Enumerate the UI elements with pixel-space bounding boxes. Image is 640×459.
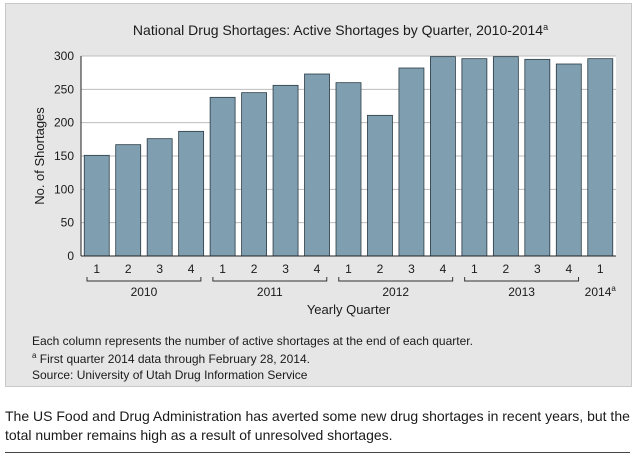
- y-tick-label: 0: [67, 249, 74, 263]
- x-tick-label: 2: [377, 262, 384, 276]
- x-tick-label: 1: [345, 262, 352, 276]
- bar: [178, 130, 205, 257]
- bar: [209, 96, 236, 257]
- year-bracket: [338, 277, 454, 282]
- bar: [304, 73, 330, 257]
- x-tick-label: 3: [156, 262, 163, 276]
- bar: [367, 114, 393, 257]
- year-label-superscript: a: [611, 284, 616, 293]
- x-tick-label: 1: [471, 262, 478, 276]
- x-tick-label: 1: [597, 262, 604, 276]
- y-tick-label: 200: [54, 116, 74, 130]
- bar: [555, 63, 582, 257]
- bar: [430, 56, 456, 257]
- bar: [524, 58, 551, 257]
- y-tick-label: 50: [61, 216, 75, 230]
- y-axis-label: No. of Shortages: [32, 107, 47, 205]
- year-bracket: [464, 277, 580, 282]
- bar: [461, 58, 488, 257]
- footnote-line-1: Each column represents the number of act…: [32, 334, 473, 348]
- year-label: 2013: [508, 285, 535, 299]
- year-bracket: [86, 277, 202, 282]
- y-tick-label: 150: [54, 149, 74, 163]
- chart-title-superscript: a: [543, 22, 548, 32]
- figure-caption: The US Food and Drug Administration has …: [5, 408, 630, 443]
- x-tick-label: 3: [408, 262, 415, 276]
- x-tick-label: 4: [440, 262, 447, 276]
- bar: [241, 92, 267, 257]
- year-label: 2014a: [585, 284, 617, 299]
- x-tick-label: 1: [219, 262, 226, 276]
- bar: [146, 138, 173, 257]
- chart-title: National Drug Shortages: Active Shortage…: [133, 22, 548, 38]
- y-tick-label: 250: [54, 82, 74, 96]
- bar: [272, 84, 299, 257]
- x-axis-label: Yearly Quarter: [307, 302, 391, 317]
- x-tick-label: 2: [503, 262, 510, 276]
- x-tick-label: 1: [93, 262, 100, 276]
- footnote-text: First quarter 2014 data through February…: [36, 352, 310, 366]
- footnote-marker: a: [32, 351, 37, 360]
- x-tick-label: 3: [534, 262, 541, 276]
- x-tick-label: 4: [565, 262, 572, 276]
- x-tick-label: 4: [188, 262, 195, 276]
- x-tick-label: 2: [125, 262, 132, 276]
- y-tick-label: 100: [54, 182, 74, 196]
- bar: [335, 82, 362, 257]
- bar: [492, 56, 519, 257]
- bottom-divider: [5, 452, 630, 453]
- y-tick-label: 300: [54, 49, 74, 63]
- bar: [398, 67, 425, 257]
- figure-panel: 0 50 100 150 200 250 300 1 2 3 4 1 2 3 4 1 2 3 4 1 2 3 4 1 2010 2…: [5, 3, 632, 387]
- bar-chart: 0 50 100 150 200 250 300 1 2 3 4 1 2 3 4 1 2 3 4 1 2 3 4 1 2010 2…: [32, 22, 617, 317]
- footnote-line-2: a First quarter 2014 data through Februa…: [32, 351, 310, 366]
- bar: [115, 144, 142, 257]
- x-tick-label: 4: [314, 262, 321, 276]
- x-tick-label: 2: [251, 262, 258, 276]
- year-label: 2010: [131, 285, 158, 299]
- x-tick-label: 3: [282, 262, 289, 276]
- year-label: 2011: [257, 285, 283, 299]
- bar: [83, 154, 110, 257]
- year-bracket: [212, 277, 328, 282]
- bar: [587, 58, 614, 257]
- year-label: 2012: [382, 285, 409, 299]
- source-line: Source: University of Utah Drug Informat…: [32, 368, 308, 382]
